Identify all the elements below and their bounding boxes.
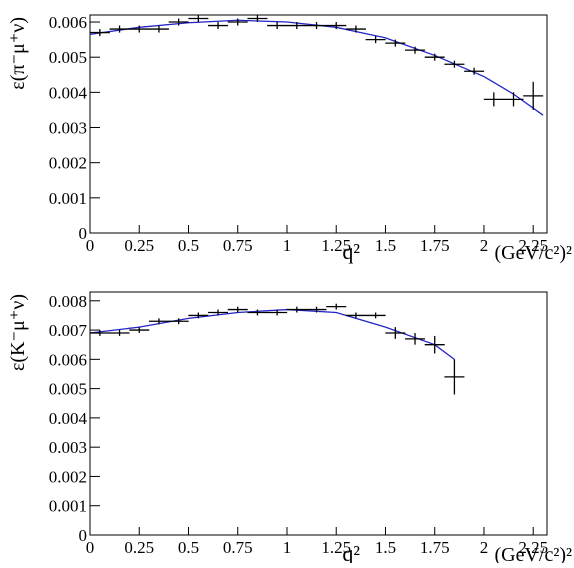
error-bar (523, 81, 544, 110)
error-bar (188, 15, 209, 23)
error-bar (385, 39, 406, 47)
error-bar (286, 306, 307, 313)
error-bar (483, 92, 504, 107)
y-tick-label: 0.001 (49, 497, 87, 516)
error-bar (424, 53, 445, 61)
x-tick-label: 1.25 (321, 236, 351, 255)
error-bar (168, 18, 189, 26)
error-bar (326, 22, 347, 30)
x-axis-label: q² (342, 239, 360, 264)
x-tick-label: 1.25 (321, 538, 351, 557)
y-tick-label: 0.001 (49, 189, 87, 208)
error-bar (444, 60, 465, 68)
x-tick-label: 1.5 (375, 538, 396, 557)
error-bar (227, 306, 248, 313)
y-tick-label: 0.003 (49, 438, 87, 457)
y-axis-label: ε(π⁻μ⁺ν) (7, 17, 29, 90)
x-tick-label: 0.75 (223, 236, 253, 255)
plot-frame (89, 14, 548, 234)
error-bar (89, 29, 110, 37)
y-tick-label: 0.004 (49, 409, 88, 428)
x-tick-label: 0.25 (124, 538, 154, 557)
y-tick-label: 0.004 (49, 83, 88, 102)
plot-frame (89, 291, 548, 536)
error-bar (208, 309, 229, 316)
error-bar (326, 303, 347, 310)
error-bar (129, 25, 150, 33)
error-bar (109, 330, 130, 336)
y-tick-label: 0.002 (49, 467, 87, 486)
y-tick-label: 0.007 (49, 321, 88, 340)
x-tick-label: 1.5 (375, 236, 396, 255)
error-bar (109, 25, 130, 33)
error-bar (89, 330, 110, 336)
y-tick-label: 0.008 (49, 292, 87, 311)
y-tick-label: 0 (79, 224, 88, 243)
x-tick-label: 0 (86, 538, 95, 557)
error-bar (227, 18, 248, 26)
error-bar (247, 309, 268, 316)
x-tick-label: 0.25 (124, 236, 154, 255)
x-tick-label: 1 (283, 236, 292, 255)
x-tick-label: 1 (283, 538, 292, 557)
x-tick-label: 0.75 (223, 538, 253, 557)
y-axis-label: ε(K⁻μ⁺ν) (7, 294, 29, 371)
y-tick-label: 0.005 (49, 48, 87, 67)
x-tick-label: 0.5 (178, 538, 199, 557)
error-bar (503, 92, 524, 107)
x-axis-unit: (GeV/c²)² (494, 544, 572, 563)
error-bar (129, 327, 150, 333)
x-tick-label: 0 (86, 236, 95, 255)
x-tick-label: 2 (480, 538, 489, 557)
error-bar (208, 22, 229, 30)
error-bar (148, 25, 169, 33)
x-tick-label: 2.25 (518, 538, 548, 557)
y-tick-label: 0.006 (49, 350, 87, 369)
error-bar (267, 309, 288, 316)
error-bar (405, 332, 426, 345)
x-tick-label: 2.25 (518, 236, 548, 255)
x-tick-label: 1.75 (420, 236, 450, 255)
error-bar (345, 312, 366, 319)
error-bar (385, 327, 406, 339)
error-bar (365, 36, 386, 44)
x-tick-label: 0.5 (178, 236, 199, 255)
error-bar (247, 15, 268, 23)
error-bar (168, 318, 189, 325)
x-axis-unit: (GeV/c²)² (494, 242, 572, 264)
error-bar (365, 312, 386, 319)
error-bar (405, 46, 426, 54)
fit-curve (89, 308, 455, 360)
panel: 0 0.001 0.002 0.003 0.004 0.005 0.006 0.007 0.00… (7, 291, 572, 566)
x-tick-label: 1.75 (420, 538, 450, 557)
y-tick-label: 0.002 (49, 154, 87, 173)
error-bar (444, 359, 465, 395)
panel: 0 0.001 0.002 0.003 0.004 0.005 0.006 0 0.25 0.5 0… (7, 13, 572, 264)
x-axis-label: q² (342, 541, 360, 563)
error-bar (267, 22, 288, 30)
error-bar (188, 312, 209, 319)
error-bar (464, 67, 485, 75)
y-tick-label: 0 (79, 526, 88, 545)
y-tick-label: 0.005 (49, 380, 87, 399)
error-bar (306, 22, 327, 30)
error-bar (148, 318, 169, 325)
x-tick-label: 2 (480, 236, 489, 255)
error-bar (424, 335, 445, 354)
error-bar (306, 306, 327, 313)
error-bar (286, 22, 307, 30)
error-bar (345, 25, 366, 33)
y-tick-label: 0.006 (49, 13, 87, 32)
fit-curve (89, 19, 544, 116)
y-tick-label: 0.003 (49, 119, 87, 138)
